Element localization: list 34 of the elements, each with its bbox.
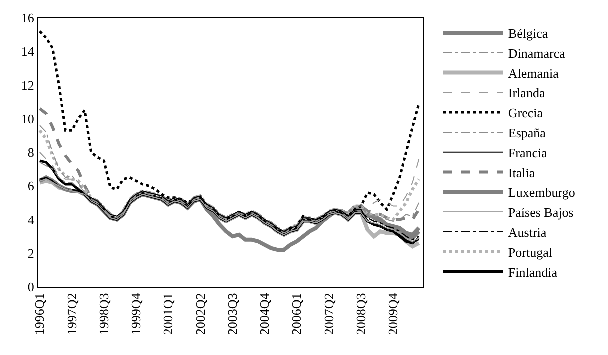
- legend-label: Francia: [508, 145, 548, 160]
- legend-label: Alemania: [508, 66, 560, 81]
- legend-label: Luxemburgo: [508, 185, 576, 200]
- legend-label: Austria: [508, 225, 547, 240]
- legend-label: Países Bajos: [508, 205, 574, 220]
- legend-label: España: [508, 126, 546, 141]
- y-tick-label: 16: [21, 10, 35, 26]
- x-tick-label: 1998Q3: [96, 293, 112, 336]
- x-tick-label: 2009Q4: [386, 292, 401, 336]
- y-tick-label: 10: [21, 111, 34, 126]
- y-tick-label: 4: [28, 212, 35, 228]
- legend-label: Finlandia: [508, 264, 558, 280]
- y-tick-label: 0: [28, 280, 34, 295]
- x-tick-label: 1997Q2: [64, 293, 80, 336]
- y-tick-label: 14: [21, 44, 35, 60]
- legend-label: Italia: [508, 165, 536, 180]
- x-tick-label: 1996Q1: [32, 293, 48, 336]
- x-tick-label: 2002Q2: [192, 293, 208, 336]
- legend-label: Dinamarca: [508, 46, 566, 61]
- x-tick-label: 2004Q4: [257, 292, 272, 336]
- y-tick-label: 2: [28, 246, 34, 261]
- x-tick-label: 2001Q1: [160, 293, 176, 336]
- x-tick-label: 2007Q2: [321, 293, 336, 336]
- x-tick-label: 1999Q4: [128, 292, 144, 336]
- legend-label: Irlanda: [508, 86, 546, 101]
- y-tick-label: 12: [21, 78, 34, 93]
- x-tick-label: 2008Q3: [354, 293, 369, 336]
- y-tick-label: 6: [28, 178, 35, 194]
- x-tick-label: 2006Q1: [289, 293, 304, 336]
- legend-label: Bélgica: [508, 26, 548, 42]
- legend-label: Grecia: [508, 106, 544, 121]
- y-tick-label: 8: [28, 145, 34, 160]
- x-tick-label: 2003Q3: [224, 293, 240, 336]
- legend-label: Portugal: [508, 244, 553, 260]
